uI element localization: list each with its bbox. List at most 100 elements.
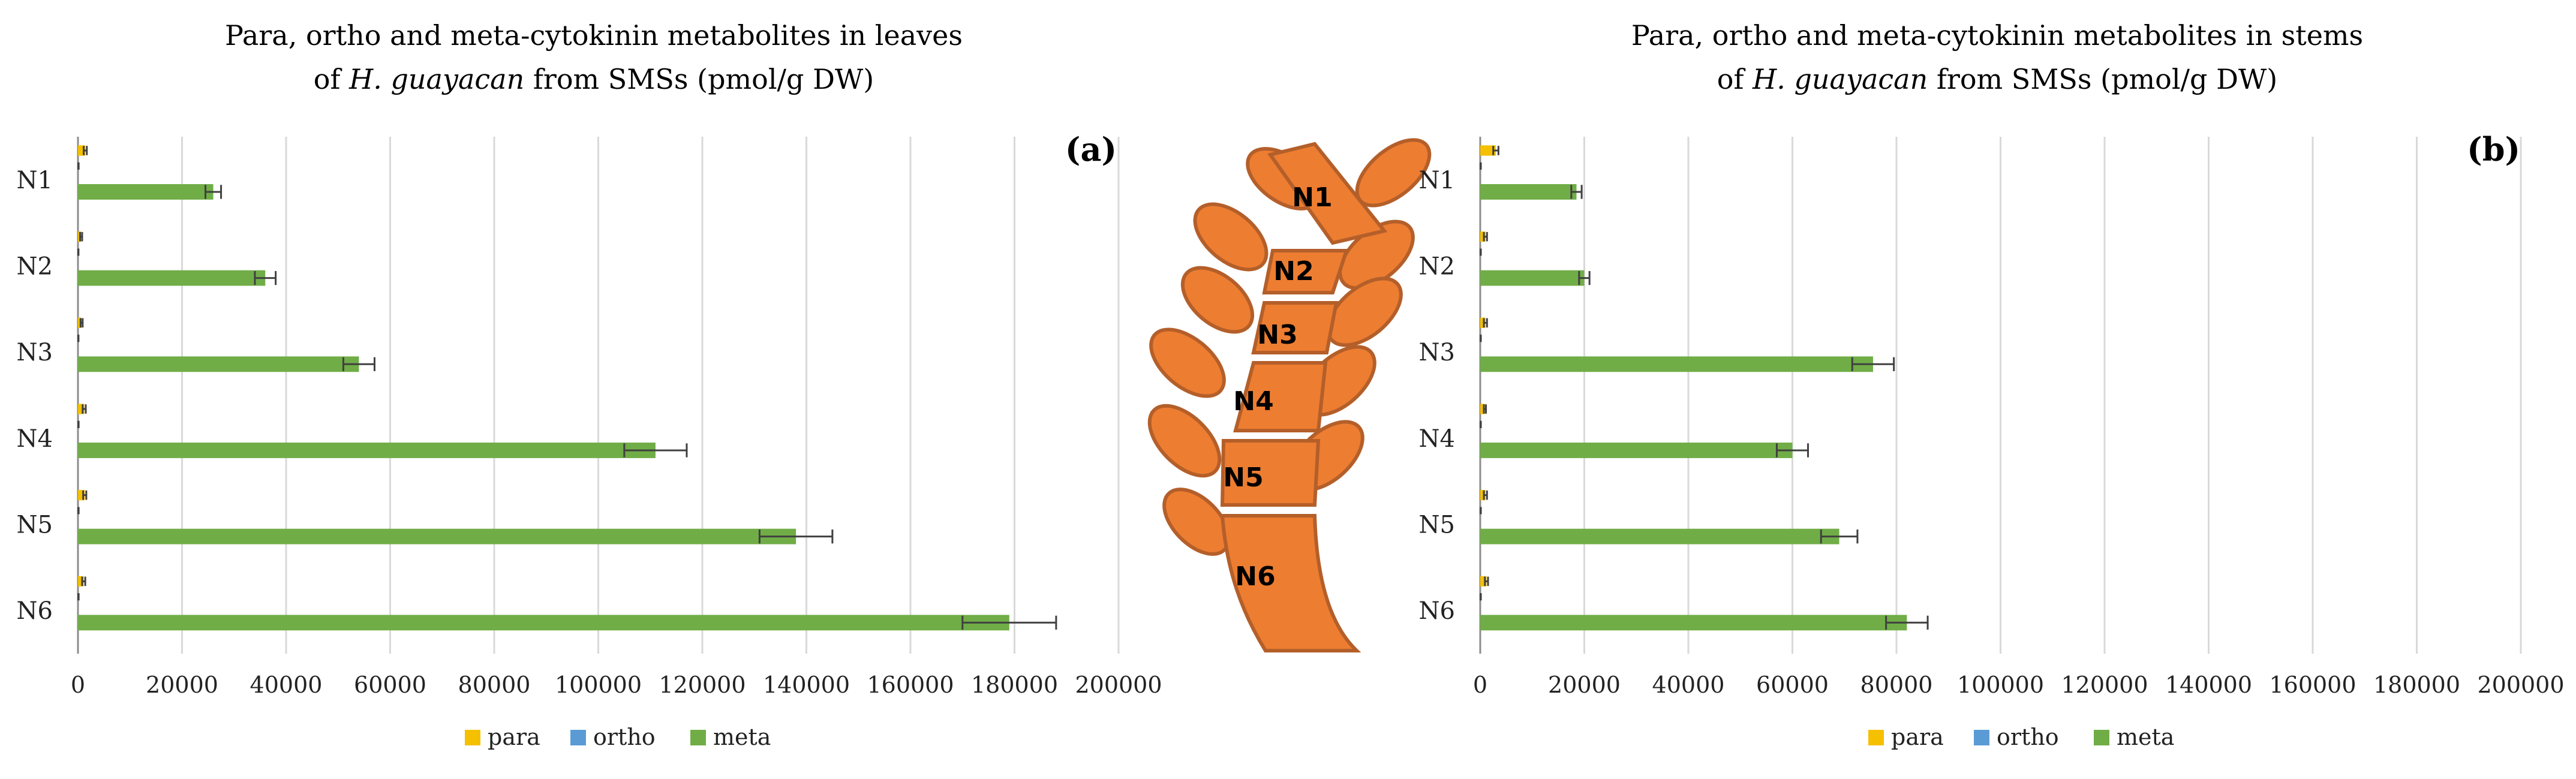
node-label-n3: N3: [1257, 320, 1297, 350]
x-tick-label: 180000: [2373, 672, 2460, 698]
leaf-left-n2: [1193, 202, 1269, 272]
leaf-right-n3: [1326, 276, 1403, 347]
stem-segment-n1: [1267, 142, 1388, 245]
x-tick-label: 80000: [458, 672, 531, 698]
chart-a-plot: 0 20000 40000 60000 80000 100000 120000 140000 1…: [17, 137, 1162, 698]
node-label-n2: N2: [1273, 256, 1313, 287]
x-tick-label: 20000: [146, 672, 218, 698]
x-tick-label: 0: [71, 672, 85, 698]
legend-swatch-para: [1868, 730, 1884, 745]
legend-label-para: para: [488, 724, 540, 750]
panel-label-a: (a): [1065, 130, 1117, 169]
legend-swatch-ortho: [570, 730, 586, 745]
x-tick-label: 200000: [2477, 672, 2564, 698]
bar-para: [78, 404, 85, 414]
chart-b-title-line2: of H. guayacan from SMSs (pmol/g DW): [1717, 63, 2277, 95]
chart-a-title-pre: of: [314, 63, 349, 95]
chart-b-legend: para ortho meta: [1868, 724, 2174, 750]
stem-segment-n2: [1262, 249, 1349, 294]
category-label: N5: [1419, 512, 1455, 539]
category-label: N1: [1419, 167, 1455, 194]
bar-meta: [1480, 356, 1873, 372]
bar-para: [1480, 490, 1486, 501]
category-label: N6: [17, 597, 53, 625]
x-tick-label: 60000: [354, 672, 426, 698]
x-tick-label: 140000: [2165, 672, 2252, 698]
node-label-n5: N5: [1223, 462, 1263, 493]
category-label: N1: [17, 167, 53, 194]
stem-segment-n4: [1233, 361, 1328, 432]
stem-segment-n3: [1251, 301, 1339, 354]
bar-para: [1480, 231, 1486, 242]
chart-b-title-pre: of: [1717, 63, 1753, 95]
legend-swatch-para: [465, 730, 480, 745]
leaf-left-n6: [1162, 488, 1231, 556]
chart-a-title-post: from SMSs (pmol/g DW): [524, 63, 874, 95]
leaf-left-n3: [1180, 266, 1255, 334]
chart-b-title-species: H. guayacan: [1752, 63, 1928, 95]
category-label: N2: [1419, 253, 1455, 281]
x-tick-label: 140000: [763, 672, 850, 698]
legend-swatch-ortho: [1974, 730, 1989, 745]
chart-b-title-post: from SMSs (pmol/g DW): [1928, 63, 2277, 95]
chart-b-title-line1: Para, ortho and meta-cytokinin metabolit…: [1631, 19, 2363, 52]
bar-meta: [78, 184, 214, 200]
bar-para: [1480, 317, 1486, 328]
bar-para: [78, 490, 85, 501]
category-label: N3: [17, 339, 53, 366]
bar-para: [78, 576, 84, 586]
chart-a-legend: para ortho meta: [465, 724, 771, 750]
x-tick-label: 80000: [1860, 672, 1933, 698]
bar-meta: [1480, 443, 1793, 458]
bar-meta: [78, 356, 359, 372]
legend-label-ortho: ortho: [593, 724, 656, 750]
bar-meta: [1480, 528, 1839, 545]
x-tick-label: 100000: [1957, 672, 2044, 698]
x-tick-label: 40000: [1652, 672, 1725, 698]
chart-b-plot: 0 20000 40000 60000 80000 100000 120000 140000 1…: [1419, 137, 2565, 698]
category-label: N2: [17, 253, 53, 281]
legend-label-para: para: [1891, 724, 1944, 750]
x-tick-label: 100000: [555, 672, 642, 698]
bar-meta: [1480, 184, 1577, 200]
bar-meta: [78, 615, 1009, 631]
bar-meta: [1480, 615, 1907, 631]
stem-segments: [1220, 142, 1388, 652]
bar-meta: [1480, 270, 1585, 286]
leaf-left-n5: [1147, 404, 1222, 478]
x-tick-label: 160000: [867, 672, 954, 698]
legend-label-meta: meta: [2117, 724, 2174, 750]
node-labels: N1 N2 N3 N4 N5 N6: [1223, 182, 1332, 592]
x-tick-label: 180000: [971, 672, 1058, 698]
bar-meta: [78, 443, 656, 458]
bar-meta: [78, 528, 796, 545]
chart-a-title-species: H. guayacan: [348, 63, 524, 95]
chart-a-title-line2: of H. guayacan from SMSs (pmol/g DW): [314, 63, 874, 95]
x-tick-label: 200000: [1075, 672, 1162, 698]
panel-label-b: (b): [2467, 130, 2520, 169]
legend-swatch-meta: [690, 730, 706, 745]
bar-meta: [78, 270, 266, 286]
x-tick-label: 20000: [1548, 672, 1621, 698]
chart-a-title-line1: Para, ortho and meta-cytokinin metabolit…: [225, 19, 963, 52]
legend-label-meta: meta: [713, 724, 771, 750]
bar-para: [1480, 145, 1496, 156]
bar-para: [1480, 404, 1485, 414]
category-label: N6: [1419, 597, 1455, 625]
node-label-n6: N6: [1235, 561, 1275, 592]
stem-segment-n5: [1220, 439, 1321, 507]
x-tick-label: 160000: [2269, 672, 2356, 698]
legend-label-ortho: ortho: [1997, 724, 2059, 750]
category-label: N4: [1419, 425, 1455, 453]
category-label: N5: [17, 512, 53, 539]
x-tick-label: 120000: [2061, 672, 2148, 698]
bar-para: [1480, 576, 1487, 586]
stem-segment-n6: [1220, 514, 1361, 652]
chart-leaves: Para, ortho and meta-cytokinin metabolit…: [17, 19, 1162, 750]
category-label: N3: [1419, 339, 1455, 366]
plant-diagram: N1 N2 N3 N4 N5 N6: [1147, 138, 1432, 652]
node-label-n4: N4: [1233, 386, 1273, 417]
x-tick-label: 0: [1473, 672, 1487, 698]
x-tick-label: 60000: [1756, 672, 1829, 698]
